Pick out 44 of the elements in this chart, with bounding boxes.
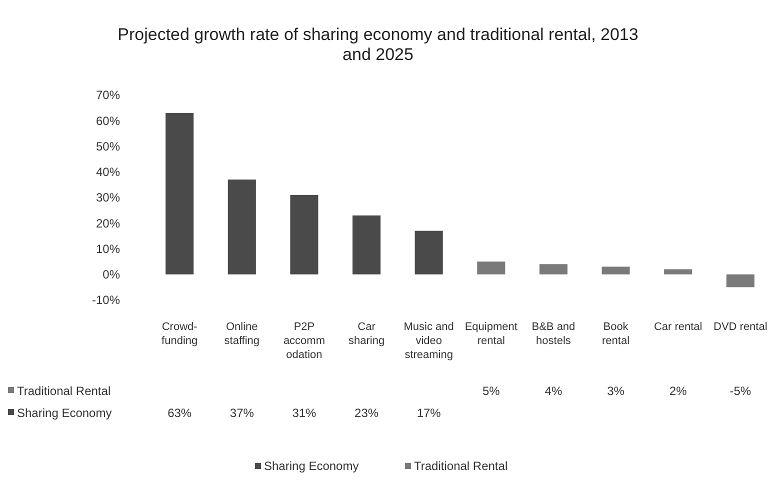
data-label: 17%	[416, 406, 442, 420]
legend-label: Sharing Economy	[17, 406, 112, 420]
bar	[539, 264, 568, 274]
text: Traditional Rental	[17, 384, 111, 398]
bar	[290, 194, 318, 274]
y-tick-label: 70%	[96, 88, 120, 102]
data-label: 37%	[230, 406, 254, 420]
y-tick-label: 60%	[96, 114, 120, 128]
bar	[664, 269, 692, 274]
legend-label: Traditional Rental	[414, 459, 508, 473]
y-tick-label: 10%	[96, 242, 120, 256]
x-tick-label: P2P accommodation	[283, 321, 325, 361]
x-tick-label: DVD rental	[714, 321, 768, 333]
data-label: -5%	[730, 384, 752, 398]
y-tick-label: 0%	[102, 268, 120, 282]
x-tick-label: Car rental	[654, 321, 702, 333]
x-tick-label: Car sharing	[348, 321, 385, 347]
bar	[166, 112, 194, 274]
data-label: 23%	[354, 406, 379, 420]
y-tick-label: 30%	[96, 190, 120, 205]
x-tick-label: Equipment rental	[464, 321, 518, 347]
bar	[352, 215, 381, 274]
y-tick-label: -10%	[92, 293, 120, 308]
data-label: 4%	[544, 384, 562, 398]
data-label: 5%	[482, 384, 500, 398]
x-tick-label: B&B and hostels	[532, 321, 576, 347]
x-tick-label: Online staffing	[224, 321, 260, 347]
y-tick-label: 40%	[96, 165, 120, 180]
bar	[228, 180, 256, 274]
y-tick-label: 20%	[96, 216, 120, 230]
bar	[726, 274, 754, 288]
data-label: 31%	[292, 406, 317, 420]
data-label: 63%	[168, 406, 192, 420]
text: Sharing Economy	[264, 459, 359, 473]
x-tick-label: Book rental	[602, 321, 630, 347]
y-tick-label: 50%	[96, 139, 120, 154]
chart-title: Projected growth rate of sharing economy and traditional rental, 2013 and 2025	[118, 25, 638, 64]
x-tick-label: Crowd-funding	[162, 321, 198, 347]
bar	[414, 230, 443, 274]
data-label: 2%	[669, 384, 688, 398]
bar	[477, 262, 506, 274]
data-label: 3%	[607, 384, 625, 398]
x-tick-label: Music and video streaming	[404, 321, 454, 361]
bar	[602, 266, 630, 274]
